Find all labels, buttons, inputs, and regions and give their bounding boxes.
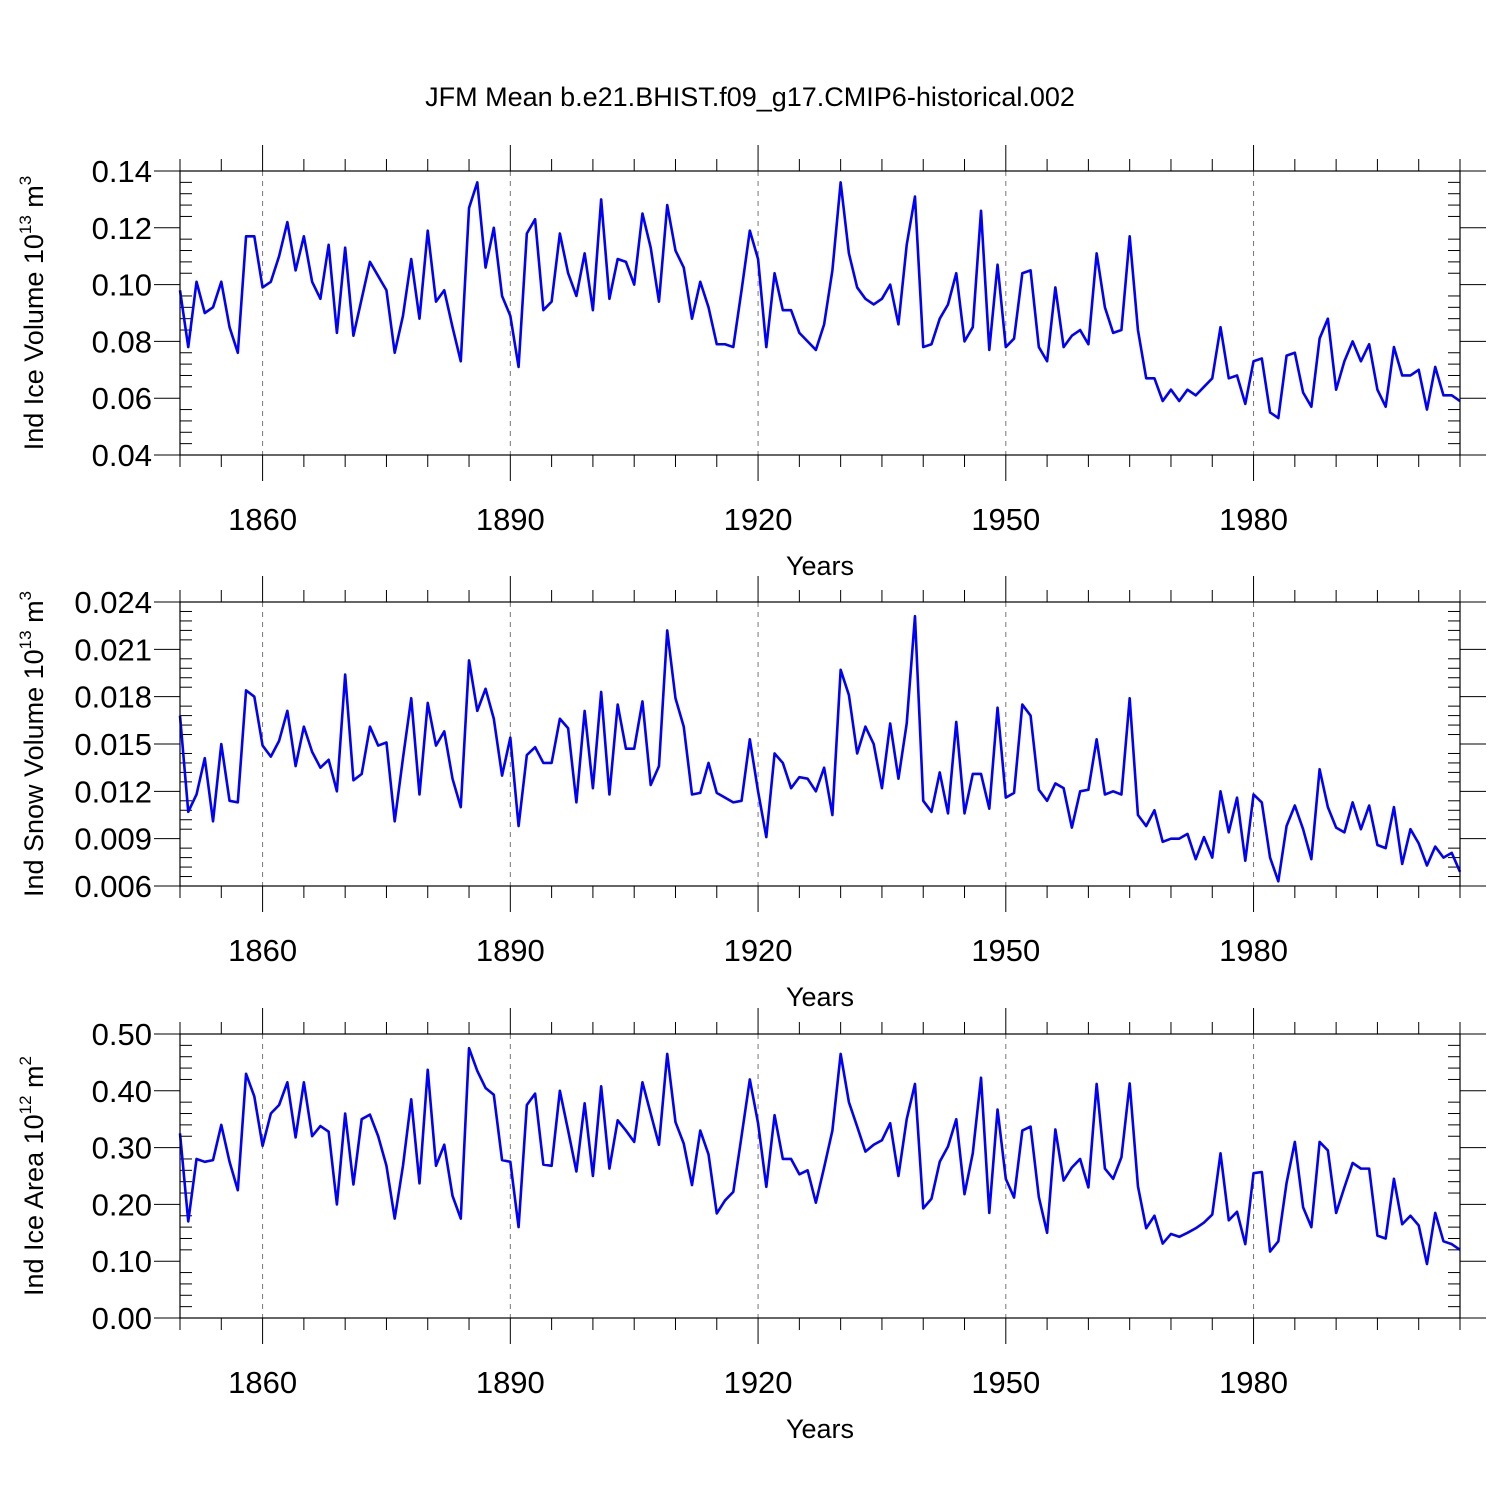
y-axis-title-main: Ind Ice Area 10 [19, 1114, 49, 1296]
panel-ice-area: 0.00 0.10 0.20 0.30 0.40 0.50 1860 1890 1920 1950… [16, 1008, 1486, 1444]
chart-title: JFM Mean b.e21.BHIST.f09_g17.CMIP6-histo… [425, 82, 1075, 112]
y-axis-title-main: Ind Snow Volume 10 [19, 649, 49, 897]
y-tick-label: 0.015 [74, 727, 152, 762]
x-tick-label: 1950 [971, 1365, 1040, 1400]
x-tick-label: 1860 [228, 502, 297, 537]
x-tick-label: 1950 [971, 502, 1040, 537]
y-tick-label: 0.40 [92, 1074, 152, 1109]
x-tick-label: 1920 [724, 1365, 793, 1400]
y-tick-label: 0.12 [92, 211, 152, 246]
y-axis-title-exponent: 13 [16, 630, 35, 649]
x-tick-label: 1980 [1219, 933, 1288, 968]
y-tick-label: 0.009 [74, 822, 152, 857]
series-line-snow-volume [178, 614, 1462, 883]
y-axis-title-exponent: 13 [16, 215, 35, 234]
x-tick-label: 1890 [476, 502, 545, 537]
x-tick-label: 1860 [228, 1365, 297, 1400]
y-tick-label: 0.006 [74, 869, 152, 904]
y-tick-label: 0.10 [92, 268, 152, 303]
y-axis-title-main: Ind Ice Volume 10 [19, 234, 49, 450]
y-tick-label: 0.14 [92, 154, 152, 189]
x-tick-label: 1860 [228, 933, 297, 968]
y-axis-title-unit-exponent: 2 [16, 1056, 35, 1065]
y-tick-label: 0.06 [92, 381, 152, 416]
x-axis-title: Years [786, 1414, 854, 1444]
y-axis-title: Ind Ice Volume 1013 m3 [16, 176, 49, 451]
series-line-ice-volume [178, 181, 1461, 420]
y-tick-label: 0.08 [92, 324, 152, 359]
y-tick-label: 0.012 [74, 774, 152, 809]
y-tick-label: 0.024 [74, 585, 152, 620]
y-tick-label: 0.04 [92, 438, 152, 473]
plot-frame [179, 1033, 1461, 1319]
plot-frame [179, 170, 1461, 456]
y-tick-label: 0.10 [92, 1244, 152, 1279]
x-tick-label: 1890 [476, 933, 545, 968]
x-axis-title: Years [786, 551, 854, 581]
y-axis-title-unit-exponent: 3 [16, 176, 35, 185]
panel-ice-volume: 0.04 0.06 0.08 0.10 0.12 0.14 1860 1890 1920 1950… [16, 145, 1486, 581]
y-tick-label: 0.20 [92, 1187, 152, 1222]
y-axis-title: Ind Ice Area 1012 m2 [16, 1056, 49, 1296]
x-tick-label: 1920 [724, 933, 793, 968]
y-axis-title-unit: m [19, 600, 49, 630]
panel-snow-volume: 0.006 0.009 0.012 0.015 0.018 0.021 0.024 1860 1… [16, 576, 1486, 1012]
y-tick-label: 0.30 [92, 1131, 152, 1166]
y-tick-label: 0.00 [92, 1301, 152, 1336]
y-tick-label: 0.50 [92, 1017, 152, 1052]
y-tick-label: 0.021 [74, 632, 152, 667]
y-axis-title-unit: m [19, 185, 49, 215]
y-axis-title-unit: m [19, 1065, 49, 1095]
x-tick-label: 1890 [476, 1365, 545, 1400]
x-tick-label: 1980 [1219, 1365, 1288, 1400]
x-tick-label: 1920 [724, 502, 793, 537]
x-tick-label: 1950 [971, 933, 1040, 968]
panels: 0.04 0.06 0.08 0.10 0.12 0.14 1860 1890 1920 1950… [16, 145, 1486, 1444]
x-axis-title: Years [786, 982, 854, 1012]
y-axis-title-unit-exponent: 3 [16, 591, 35, 600]
x-tick-label: 1980 [1219, 502, 1288, 537]
y-axis-title-exponent: 12 [16, 1095, 35, 1114]
series-line-ice-area [178, 1046, 1461, 1266]
y-axis-title: Ind Snow Volume 1013 m3 [16, 591, 49, 897]
y-tick-label: 0.018 [74, 680, 152, 715]
plot-frame [179, 601, 1461, 887]
